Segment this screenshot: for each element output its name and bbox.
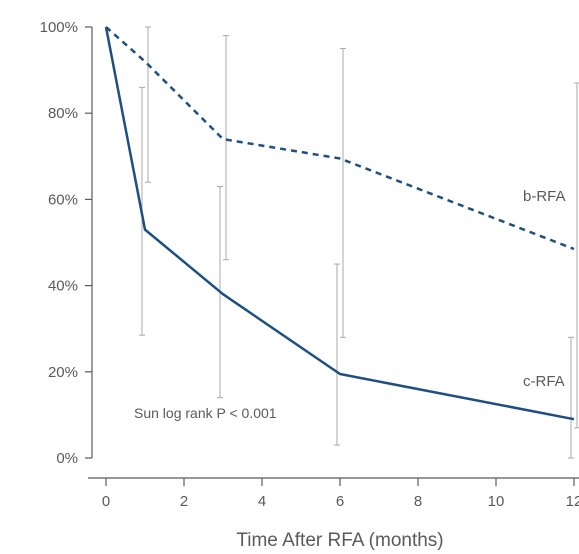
- x-tick-label: 10: [488, 493, 505, 510]
- y-tick-label: 0%: [56, 450, 78, 467]
- y-tick-label: 60%: [48, 191, 78, 208]
- log-rank-annotation: Sun log rank P < 0.001: [134, 405, 277, 421]
- x-axis-label: Time After RFA (months): [236, 530, 443, 551]
- x-tick-label: 2: [180, 493, 188, 510]
- error-bars: [139, 26, 579, 459]
- x-tick-label: 0: [102, 493, 110, 510]
- x-tick-label: 4: [258, 493, 266, 510]
- x-tick-label: 12: [566, 493, 579, 510]
- series-line-c-rfa: [104, 26, 575, 421]
- series-label-c-rfa: c-RFA: [523, 373, 565, 390]
- x-tick-label: 8: [414, 493, 422, 510]
- series-lines: [104, 26, 575, 421]
- series-line-b-rfa: [105, 26, 575, 251]
- axes: 0% 20% 40% 60% 80% 100% 0 2 4 6 8 10 12: [40, 19, 579, 510]
- y-tick-label: 80%: [48, 105, 78, 122]
- x-tick-label: 6: [336, 493, 344, 510]
- y-tick-label: 40%: [48, 278, 78, 295]
- series-label-b-rfa: b-RFA: [523, 188, 566, 205]
- y-tick-label: 100%: [40, 19, 78, 36]
- y-tick-label: 20%: [48, 364, 78, 381]
